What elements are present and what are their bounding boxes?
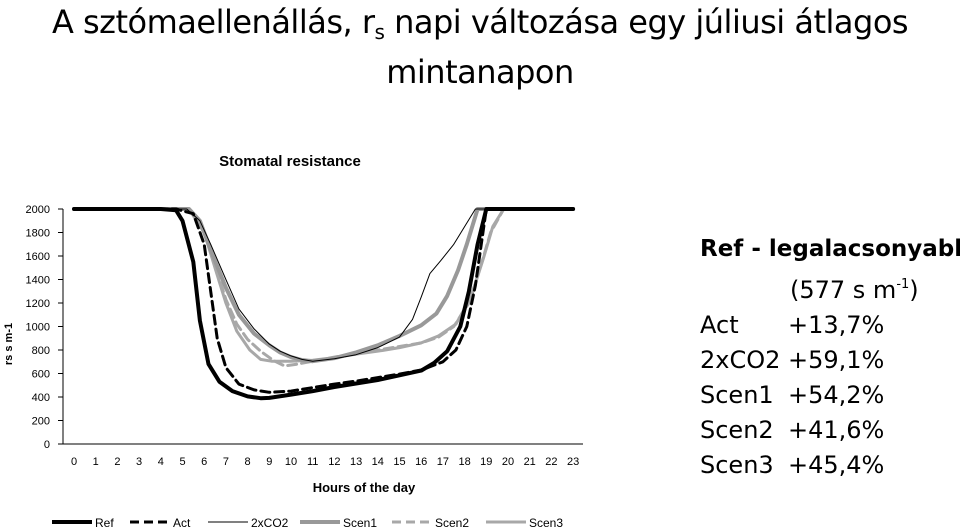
x-tick-label: 21 — [524, 456, 536, 468]
series-line-act — [72, 207, 575, 394]
summary-row: Scen1 +54,2% — [700, 378, 960, 413]
x-tick-label: 14 — [372, 456, 384, 468]
baseline-unit-exponent: -1 — [896, 277, 910, 292]
x-tick-label: 23 — [567, 456, 579, 468]
title-line2: mintanapon — [386, 53, 574, 91]
summary-row-value: +59,1% — [788, 346, 885, 374]
baseline-close: ) — [909, 276, 919, 304]
legend-label-scen3: Scen3 — [529, 516, 563, 528]
title-rest: napi változása egy júliusi átlagos — [384, 3, 909, 41]
x-tick-label: 20 — [502, 456, 514, 468]
y-tick-label: 1200 — [26, 298, 50, 310]
x-tick-label: 1 — [93, 456, 99, 468]
chart-title: Stomatal resistance — [219, 153, 361, 170]
series-line-scen1 — [72, 207, 576, 364]
x-tick-label: 17 — [437, 456, 449, 468]
summary-row-name: Scen2 — [700, 416, 774, 444]
x-tick-label: 6 — [201, 456, 207, 468]
slide-title: A sztómaellenállás, rs napi változása eg… — [0, 0, 960, 92]
x-tick-label: 19 — [480, 456, 492, 468]
legend-label-scen2: Scen2 — [435, 516, 469, 528]
summary-row-name: Scen1 — [700, 381, 774, 409]
x-tick-label: 9 — [266, 456, 272, 468]
baseline-value: (577 s m — [790, 276, 897, 304]
y-tick-label: 1000 — [26, 322, 50, 334]
summary-row-value: +13,7% — [788, 311, 885, 339]
legend-label-2xco2: 2xCO2 — [251, 516, 289, 528]
x-tick-label: 13 — [350, 456, 362, 468]
y-tick-label: 2000 — [26, 204, 50, 216]
x-tick-label: 5 — [179, 456, 185, 468]
title-main: A sztómaellenállás, r — [51, 3, 375, 41]
x-tick-label: 0 — [71, 456, 77, 468]
x-tick-group: 0 1 2 3 4 5 6 7 8 9 10 11 12 13 14 15 16 17 18 19 20 21 22 23 — [71, 456, 579, 468]
y-tick-label: 800 — [32, 345, 50, 357]
x-tick-label: 15 — [393, 456, 405, 468]
title-subscript: s — [374, 20, 385, 44]
x-tick-label: 11 — [307, 456, 318, 468]
stomatal-resistance-chart: Stomatal resistance 02004006008001000120… — [3, 153, 583, 528]
series-group — [72, 207, 576, 401]
summary-rows: Act +13,7% 2xCO2 +59,1% Scen1 +54,2% Scen2 +41,… — [700, 308, 960, 483]
y-tick-label: 0 — [44, 439, 50, 451]
summary-row-value: +45,4% — [788, 451, 885, 479]
summary-row: 2xCO2 +59,1% — [700, 343, 960, 378]
y-tick-label: 1600 — [26, 251, 50, 263]
legend: Ref Act 2xCO2 Scen1 Scen2 Scen3 — [52, 516, 563, 528]
x-tick-label: 18 — [458, 456, 470, 468]
series-line-ref — [72, 207, 576, 401]
x-axis-label: Hours of the day — [313, 480, 416, 495]
x-tick-label: 10 — [285, 456, 297, 468]
summary-header: Ref - legalacsonyabb — [700, 236, 960, 262]
x-tick-label: 3 — [136, 456, 142, 468]
series-line-scen3 — [72, 207, 575, 363]
legend-label-ref: Ref — [95, 516, 114, 528]
summary-row-value: +54,2% — [788, 381, 885, 409]
summary-row-name: Scen3 — [700, 451, 774, 479]
x-tick-label: 22 — [545, 456, 557, 468]
x-tick-label: 2 — [114, 456, 120, 468]
legend-label-scen1: Scen1 — [343, 516, 377, 528]
summary-row: Act +13,7% — [700, 308, 960, 343]
y-tick-label: 1800 — [26, 228, 50, 240]
x-tick-label: 16 — [415, 456, 427, 468]
y-tick-label: 1400 — [26, 275, 50, 287]
y-axis-label: rs s m-1 — [3, 323, 15, 365]
y-tick-label: 400 — [32, 392, 50, 404]
y-tick-label: 200 — [32, 416, 50, 428]
summary-row: Scen3 +45,4% — [700, 448, 960, 483]
summary-baseline: (577 s m-1) — [700, 267, 960, 308]
x-tick-label: 7 — [223, 456, 229, 468]
y-tick-group: 0 200 400 600 800 1000 1200 1400 1600 1800 2000 — [26, 204, 63, 451]
summary-row-name: 2xCO2 — [700, 346, 781, 374]
summary-row-name: Act — [700, 311, 739, 339]
x-tick-label: 4 — [158, 456, 164, 468]
x-tick-label: 12 — [328, 456, 340, 468]
summary-row: Scen2 +41,6% — [700, 413, 960, 448]
series-line-scen2 — [72, 207, 575, 368]
legend-label-act: Act — [173, 516, 191, 528]
summary-row-value: +41,6% — [788, 416, 885, 444]
y-tick-label: 600 — [32, 369, 50, 381]
series-line-2xco2 — [73, 208, 574, 362]
x-tick-label: 8 — [245, 456, 251, 468]
change-summary-panel: Ref - legalacsonyabb (577 s m-1) Act +13,… — [700, 232, 960, 483]
